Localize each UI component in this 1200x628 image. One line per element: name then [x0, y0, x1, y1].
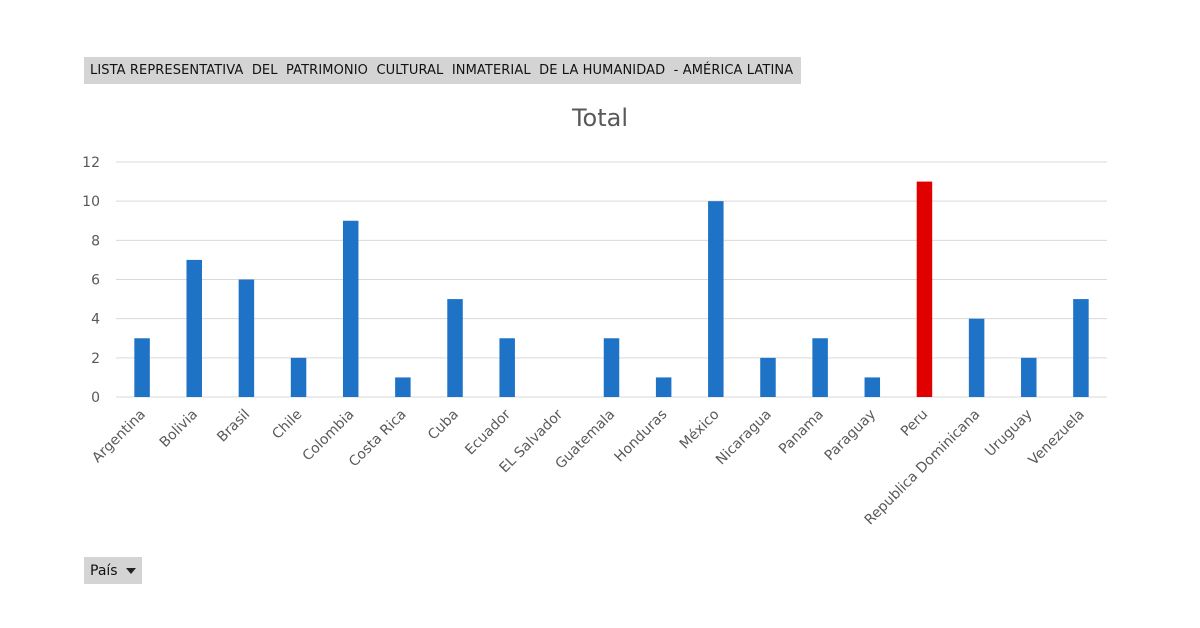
x-category-label: Ecuador — [462, 406, 514, 458]
bar-paraguay — [864, 377, 881, 397]
bar-peru — [916, 181, 933, 397]
x-category-label: Cuba — [425, 407, 462, 444]
bar-republica-dominicana — [968, 318, 985, 397]
bar-nicaragua — [760, 357, 776, 397]
bar-argentina — [134, 338, 150, 397]
bar-brasil — [238, 279, 255, 397]
bar-colombia — [342, 220, 359, 397]
x-category-label: Brasil — [214, 407, 253, 446]
dropdown-caret-icon[interactable] — [125, 567, 136, 574]
x-category-label: Venezuela — [1026, 407, 1088, 469]
bar-cuba — [447, 299, 463, 397]
bar-panama — [812, 338, 828, 397]
chart-title: Total — [571, 104, 629, 132]
x-category-label: Nicaragua — [713, 407, 775, 469]
report-title-bar: LISTA REPRESENTATIVA DEL PATRIMONIO CULT… — [84, 57, 802, 84]
bar-bolivia — [186, 259, 202, 397]
bar-venezuela — [1073, 299, 1089, 397]
pais-filter-button[interactable]: País — [84, 557, 142, 584]
bar-chile — [290, 357, 307, 397]
x-category-label: Peru — [898, 407, 931, 440]
bar-méxico — [708, 201, 724, 397]
y-tick-label: 6 — [91, 273, 100, 289]
y-tick-label: 0 — [91, 390, 100, 406]
x-category-label: Panama — [776, 407, 827, 458]
x-category-label: Argentina — [89, 407, 149, 467]
y-tick-label: 4 — [91, 312, 100, 328]
x-category-label: Paraguay — [822, 407, 880, 465]
x-category-label: México — [677, 407, 723, 453]
x-category-label: Bolivia — [157, 407, 201, 451]
y-tick-label: 10 — [82, 194, 100, 210]
bar-honduras — [655, 377, 672, 397]
report-title: LISTA REPRESENTATIVA DEL PATRIMONIO CULT… — [90, 63, 794, 78]
bar-guatemala — [603, 338, 620, 397]
x-category-label: Chile — [269, 407, 305, 443]
y-tick-label: 2 — [91, 351, 100, 367]
x-category-label: Honduras — [612, 407, 671, 466]
bar-costa-rica — [395, 377, 411, 397]
y-tick-label: 12 — [82, 155, 100, 171]
y-tick-label: 8 — [91, 233, 100, 249]
x-category-label: Uruguay — [982, 407, 1035, 460]
bar-ecuador — [499, 338, 515, 397]
pais-filter-label: País — [90, 562, 118, 579]
bar-uruguay — [1021, 357, 1037, 397]
